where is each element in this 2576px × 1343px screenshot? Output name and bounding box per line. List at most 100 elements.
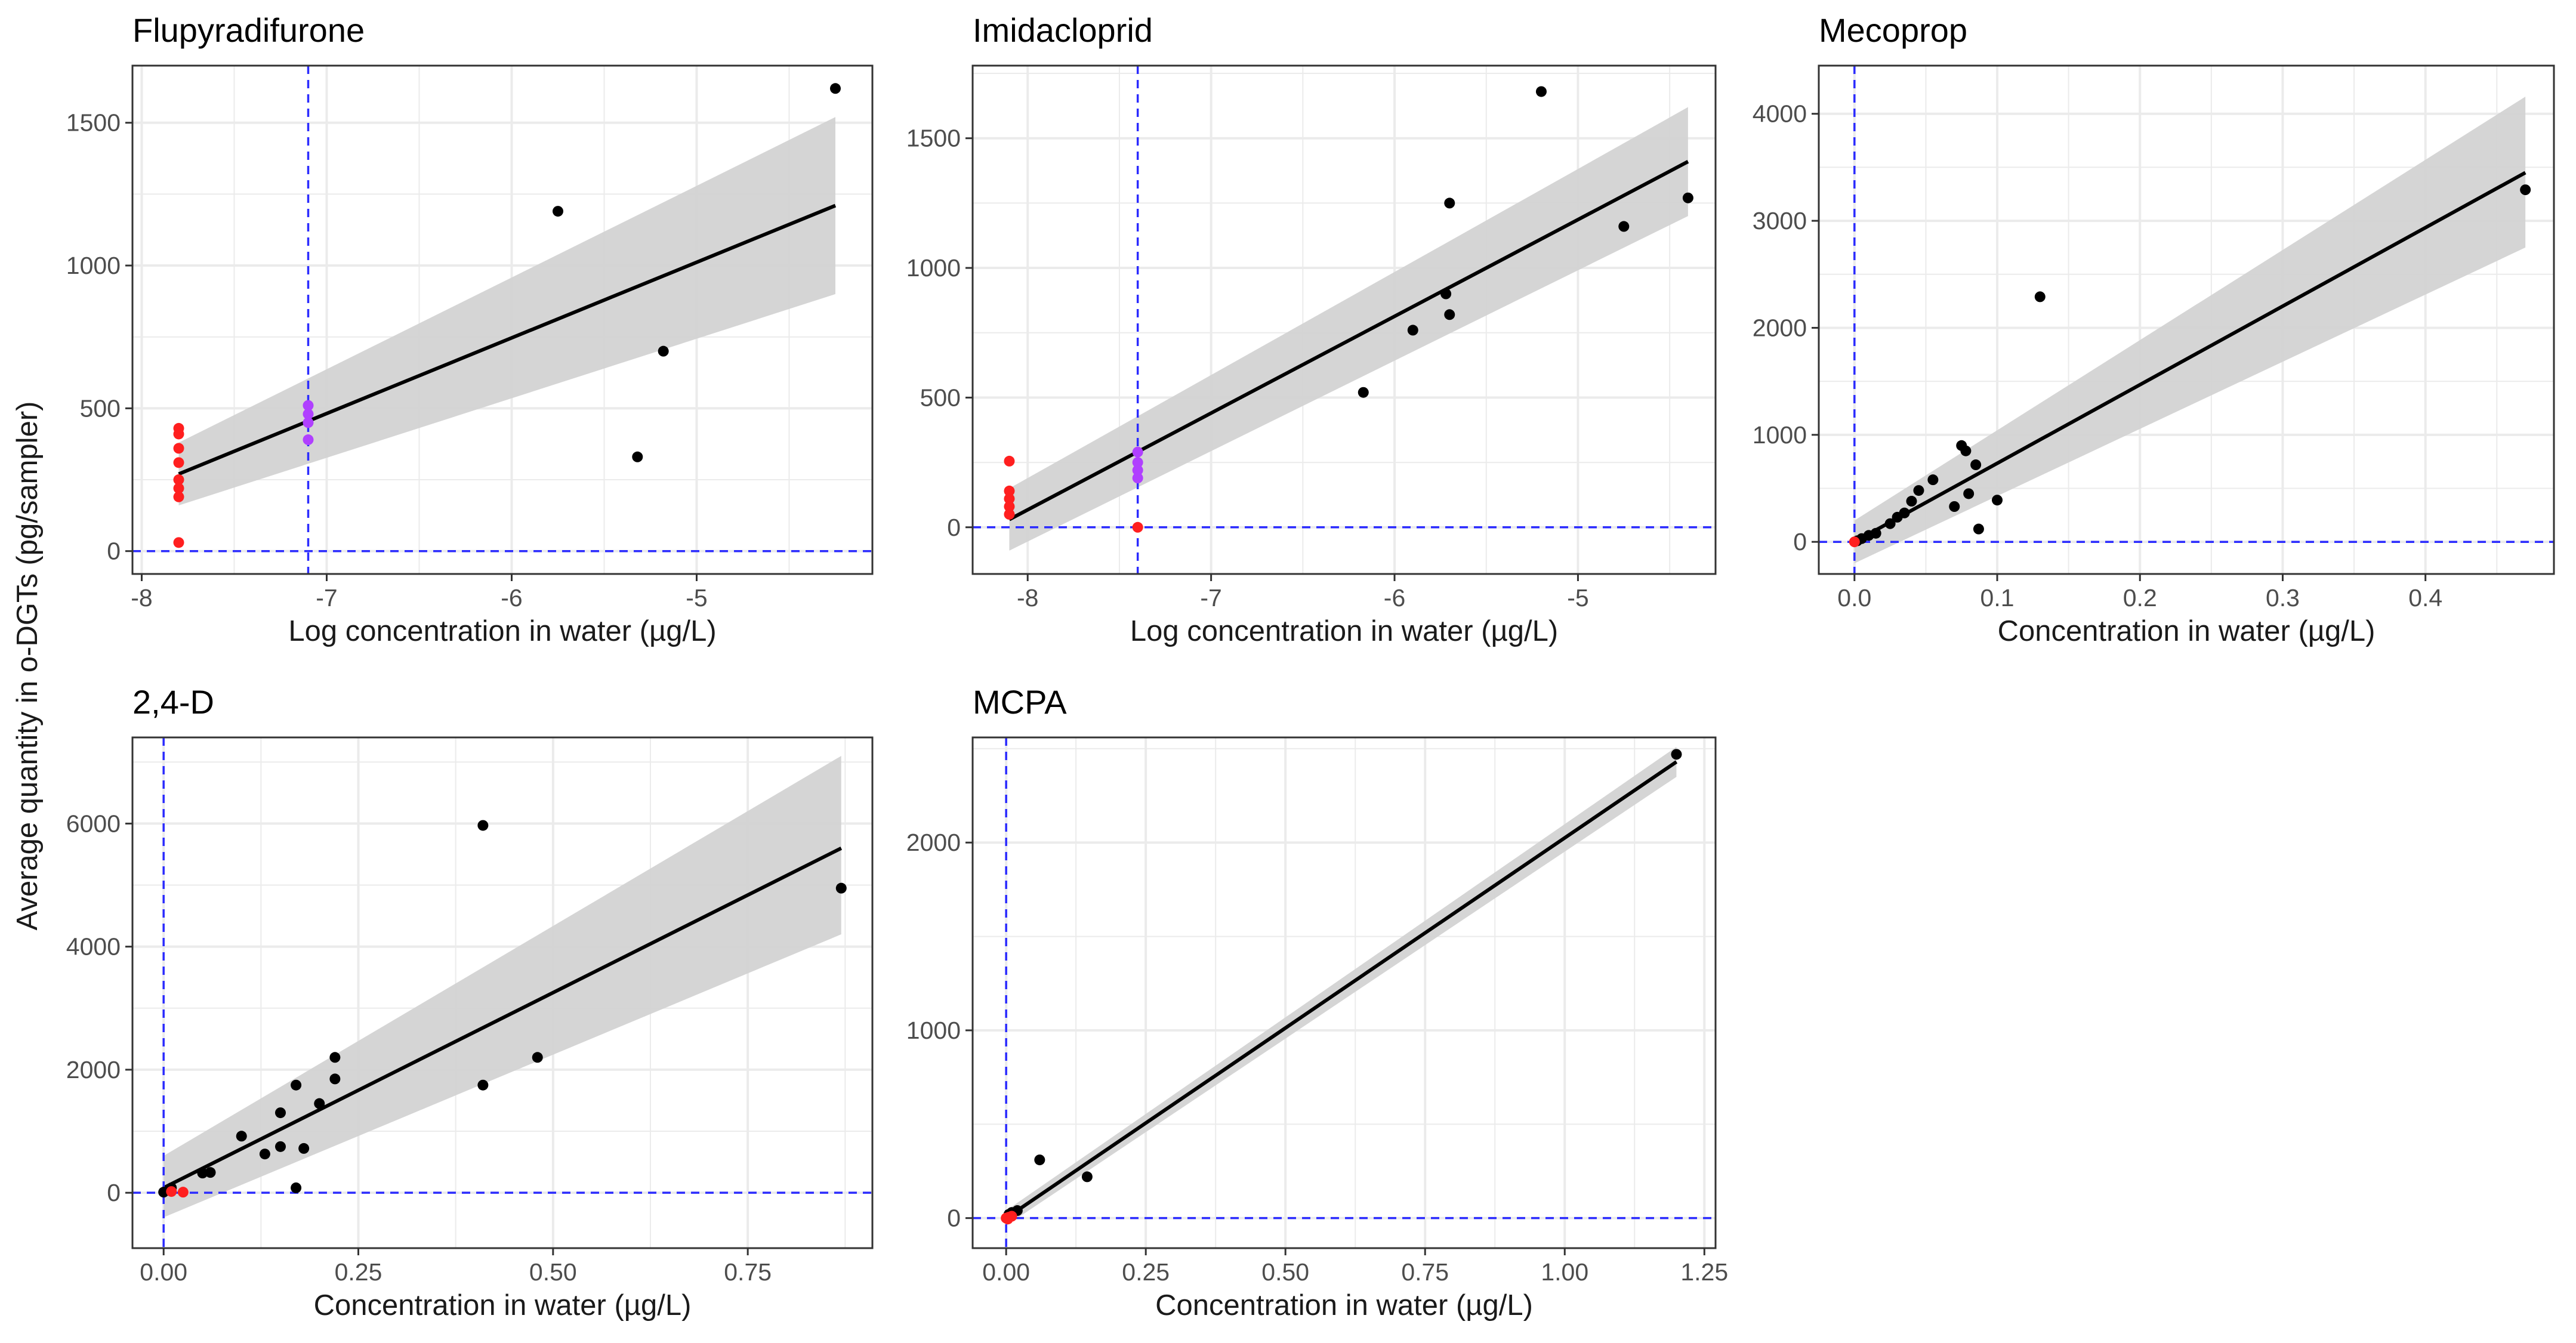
data-point-point [1970, 459, 1981, 470]
panel-title: MCPA [973, 683, 1067, 721]
x-tick-label: -8 [131, 584, 152, 612]
data-point-point [1082, 1171, 1093, 1182]
data-point-point [275, 1141, 286, 1152]
x-tick-label: 0.50 [529, 1258, 577, 1286]
data-point-point [275, 1107, 286, 1118]
data-point-point [830, 83, 841, 94]
data-point-point [2035, 291, 2046, 302]
x-tick-label: 0.1 [1980, 584, 2014, 612]
y-tick-label: 0 [107, 1179, 121, 1206]
data-point-point [1885, 518, 1896, 529]
x-axis-label: Concentration in water (µg/L) [1155, 1289, 1533, 1322]
y-tick-label: 2000 [1753, 314, 1807, 341]
x-tick-label: 0.25 [335, 1258, 382, 1286]
data-point-point [477, 1080, 488, 1091]
data-point-below-lod [1849, 536, 1860, 547]
data-point-near-lod [303, 417, 314, 428]
panel-title: 2,4-D [132, 683, 214, 721]
x-tick-label: -7 [1200, 584, 1221, 612]
x-tick-label: 0.50 [1261, 1258, 1309, 1286]
data-point-point [1992, 495, 2003, 505]
y-tick-label: 3000 [1753, 207, 1807, 234]
data-point-point [836, 883, 847, 894]
y-tick-label: 1500 [906, 125, 961, 152]
data-point-point [1618, 221, 1629, 232]
data-point-point [658, 346, 669, 357]
y-tick-label: 4000 [1753, 100, 1807, 128]
data-point-point [298, 1143, 309, 1154]
data-point-point [197, 1168, 208, 1178]
panel-title: Imidacloprid [973, 11, 1153, 49]
x-axis-label: Log concentration in water (µg/L) [288, 615, 716, 647]
data-point-point [477, 820, 488, 831]
x-tick-label: -5 [1567, 584, 1588, 612]
data-point-below-lod [1004, 509, 1014, 520]
data-point-point [1444, 309, 1455, 320]
data-point-point [329, 1073, 340, 1084]
data-point-point [1683, 193, 1693, 203]
data-point-below-lod [174, 443, 184, 453]
panel-title: Mecoprop [1819, 11, 1967, 49]
data-point-point [1963, 488, 1974, 499]
x-tick-label: 0.25 [1122, 1258, 1170, 1286]
x-tick-label: 1.00 [1541, 1258, 1588, 1286]
chart-panel-2: -8 -7 -6 -5 0 500 1000 1500 Imidacloprid Log conc… [906, 11, 1716, 647]
y-tick-label: 0 [107, 538, 121, 565]
y-tick-label: 1000 [66, 252, 121, 279]
y-tick-label: 1000 [906, 254, 961, 282]
data-point-near-lod [1133, 473, 1143, 483]
data-point-point [1927, 474, 1938, 485]
x-tick-label: 0.2 [2123, 584, 2157, 612]
data-point-near-lod [1133, 447, 1143, 458]
data-point-near-lod [303, 434, 314, 445]
chart-panel-1: -8 -7 -6 -5 0 500 1000 1500 Flupyradifurone Log c… [66, 11, 872, 647]
y-tick-label: 1000 [906, 1017, 961, 1044]
data-point-point [1444, 197, 1455, 208]
x-tick-label: -6 [1384, 584, 1405, 612]
data-point-point [1440, 289, 1451, 300]
data-point-below-lod [174, 537, 184, 548]
chart-panel-5: 0.00 0.25 0.50 0.75 1.00 1.25010002000MCPACon… [906, 683, 1728, 1322]
figure-canvas: Average quantity in o-DGTs (pg/sampler) … [0, 0, 2576, 1340]
y-tick-label: 4000 [66, 933, 121, 961]
chart-panel-3: 0.0 0.1 0.2 0.3 0.4 0 1000 2000 3000 4000 Mecoprop… [1753, 11, 2554, 647]
data-point-point [1949, 501, 1960, 512]
x-tick-label: 0.00 [140, 1258, 187, 1286]
panel-title: Flupyradifurone [132, 11, 365, 49]
x-tick-label: -6 [501, 584, 522, 612]
data-point-point [1973, 524, 1984, 535]
data-point-point [632, 452, 643, 462]
y-tick-label: 1500 [66, 109, 121, 137]
x-tick-label: 0.0 [1837, 584, 1871, 612]
figure: Average quantity in o-DGTs (pg/sampler) … [0, 0, 2576, 1340]
x-axis-label: Concentration in water (µg/L) [314, 1289, 692, 1322]
data-point-point [314, 1098, 325, 1109]
y-tick-label: 6000 [66, 810, 121, 837]
data-point-point [329, 1052, 340, 1063]
data-point-below-lod [174, 428, 184, 439]
y-tick-label: 500 [80, 394, 121, 422]
shared-ylabel: Average quantity in o-DGTs (pg/sampler) [11, 402, 44, 931]
x-tick-label: -7 [316, 584, 337, 612]
data-point-below-lod [1004, 456, 1014, 467]
data-point-point [291, 1183, 301, 1193]
x-axis-label: Concentration in water (µg/L) [1998, 615, 2376, 647]
data-point-point [1536, 86, 1547, 97]
y-tick-label: 500 [920, 384, 961, 411]
y-tick-label: 1000 [1753, 421, 1807, 449]
chart-panel-4: 0.00 0.25 0.50 0.75 0 2000 4000 6000 2,4-D Concen… [66, 683, 872, 1322]
y-tick-label: 2000 [906, 829, 961, 856]
data-point-point [1671, 749, 1682, 760]
x-tick-label: 0.3 [2266, 584, 2300, 612]
x-tick-label: 0.4 [2408, 584, 2442, 612]
data-point-point [2520, 184, 2531, 195]
data-point-point [260, 1149, 270, 1159]
data-point-below-lod [174, 457, 184, 468]
data-point-below-lod [178, 1187, 189, 1197]
data-point-point [532, 1052, 543, 1063]
data-point-below-lod [166, 1186, 177, 1197]
x-tick-label: 0.75 [1401, 1258, 1449, 1286]
x-tick-label: 1.25 [1680, 1258, 1728, 1286]
data-point-point [1906, 496, 1917, 507]
x-tick-label: -8 [1017, 584, 1038, 612]
